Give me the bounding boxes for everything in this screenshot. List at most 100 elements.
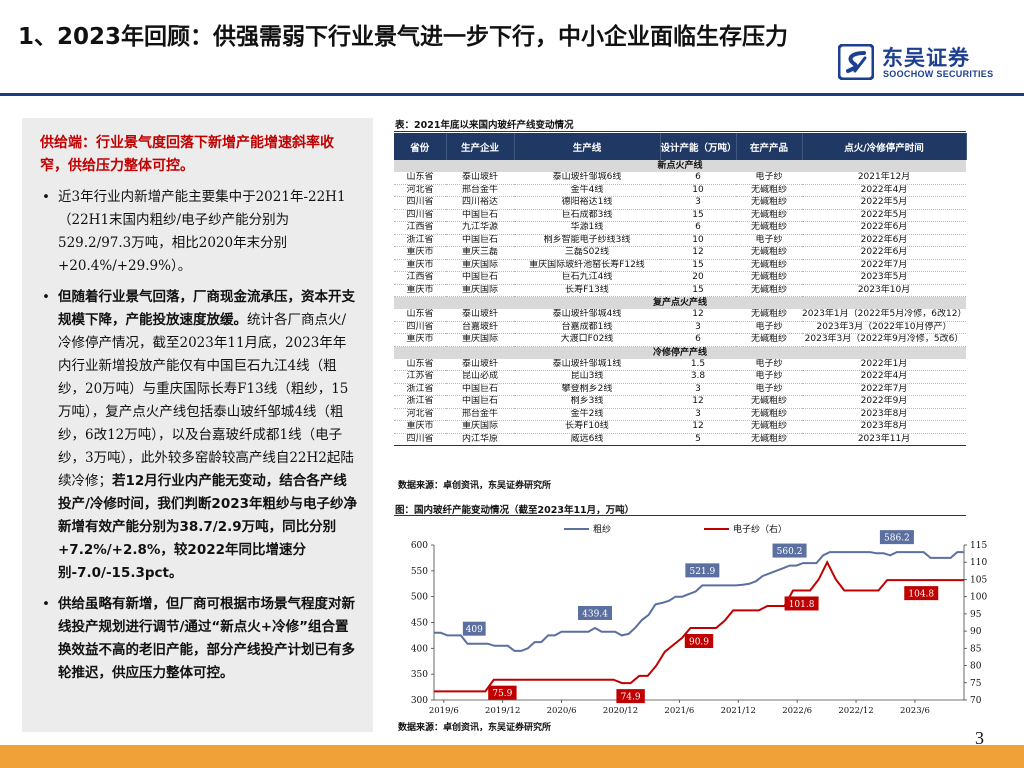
y-right-tick-label: 105	[970, 575, 987, 585]
table-row: 浙江省 中国巨石 桐乡智能电子纱线3线 10 电子纱 2022年6月	[394, 234, 966, 247]
table-source: 数据来源：卓创资讯，东吴证券研究所	[398, 481, 552, 491]
table-row: 山东省 泰山玻纤 泰山玻纤邹城4线 12 无碱粗纱 2023年1月（2022年5月冷修，6…	[394, 309, 966, 322]
col-header-capacity: 设计产能（万吨）	[660, 133, 737, 160]
table-cell: 长寿F13线	[514, 284, 660, 297]
table-cell: 无碱粗纱	[736, 433, 802, 446]
table-cell: 中国巨石	[446, 271, 514, 285]
y-right-tick-label: 85	[970, 644, 982, 654]
data-label-box	[685, 563, 720, 578]
table-cell: 四川省	[394, 209, 446, 222]
table-cell: 桐乡智能电子纱线3线	[514, 234, 660, 247]
y-left-tick-label: 300	[411, 696, 428, 706]
table-cell: 电子纱	[736, 383, 802, 396]
table-cell: 10	[660, 184, 736, 197]
table-cell: 6	[660, 172, 736, 185]
table-cell: 浙江省	[394, 383, 446, 396]
y-left-tick-label: 600	[411, 541, 428, 551]
data-label-box	[784, 596, 819, 611]
table-cell: 2023年8月	[802, 420, 966, 434]
y-left-tick-label: 450	[411, 619, 428, 629]
capacity-table: 省份 生产企业 生产线 设计产能（万吨） 在产产品 点火/冷修停产时间 新点火产…	[394, 133, 967, 446]
table-row: 重庆市 重庆国际 大渡口F02线 6 无碱粗纱 2023年3月（2022年9月冷修，5改6…	[394, 333, 966, 347]
table-cell: 四川省	[394, 433, 446, 446]
data-label-box	[488, 685, 517, 700]
table-cell: 12	[660, 420, 736, 434]
series-line-yarn	[434, 559, 964, 693]
table-cell: 台嘉玻纤	[446, 321, 514, 334]
table-cell: 九江华源	[446, 221, 514, 235]
table-cell: 华源1线	[514, 221, 660, 235]
table-cell: 5	[660, 433, 736, 446]
table-cell: 2023年8月	[802, 408, 966, 421]
col-header-product: 在产产品	[736, 133, 803, 160]
col-header-line: 生产线	[514, 133, 661, 160]
table-row: 浙江省 中国巨石 攀登桐乡2线 3 电子纱 2022年7月	[394, 383, 966, 396]
table-cell: 2023年11月	[802, 433, 966, 446]
table-cell: 巨石成都3线	[514, 209, 660, 222]
header-rule	[0, 93, 1024, 96]
table-row: 重庆市 重庆国际 长寿F13线 15 无碱粗纱 2023年10月	[394, 284, 966, 297]
y-right-tick-label: 110	[970, 558, 987, 568]
data-label-box	[879, 530, 914, 545]
table-cell: 重庆市	[394, 246, 446, 260]
table-cell: 2022年7月	[802, 259, 966, 272]
table-cell: 2023年5月	[802, 271, 966, 285]
x-tick-label: 2021/6	[664, 706, 694, 716]
bullet-item: 供给虽略有新增，但厂商可根据市场景气程度对新线投产规划进行调节/通过“新点火+冷…	[40, 593, 359, 685]
table-cell: 内江华原	[446, 433, 514, 446]
col-header-time: 点火/冷修停产时间	[802, 133, 967, 160]
bullet-bold: 但随着行业景气回落，厂商现金流承压，资本开支规模下降，产能投放速度放缓。	[58, 289, 355, 328]
table-cell: 15	[660, 284, 736, 297]
x-tick-label: 2021/12	[721, 706, 756, 716]
table-row: 河北省 邢台金牛 金牛4线 10 无碱粗纱 2022年4月	[394, 184, 966, 197]
table-cell: 无碱粗纱	[736, 209, 802, 222]
data-label: 75.9	[492, 689, 512, 699]
table-cell: 重庆市	[394, 333, 446, 347]
table-cell: 10	[660, 234, 736, 247]
y-right-tick-label: 80	[970, 662, 982, 672]
table-cell: 邢台金牛	[446, 408, 514, 421]
table-row: 重庆市 重庆国际 重庆国际玻纤池窑长寿F12线 15 无碱粗纱 2022年7月	[394, 259, 966, 272]
table-cell: 6	[660, 221, 736, 235]
table-cell: 2022年1月	[802, 358, 966, 371]
data-label: 409	[466, 625, 483, 635]
table-cell: 浙江省	[394, 395, 446, 409]
slide-title-wrap: 1、2023年回顾：供强需弱下行业景气进一步下行，中小企业面临生存压力	[18, 20, 818, 54]
table-cell: 3	[660, 408, 736, 421]
soochow-logo-icon	[838, 44, 874, 80]
table-cell: 无碱粗纱	[736, 284, 802, 297]
data-label: 104.8	[908, 590, 934, 600]
bullet-item: 近3年行业内新增产能主要集中于2021年-22H1（22H1末国内粗纱/电子纱产…	[40, 186, 359, 278]
table-cell: 无碱粗纱	[736, 309, 802, 322]
data-label: 586.2	[884, 534, 910, 544]
section-label: 新点火产线	[394, 160, 966, 172]
table-cell: 重庆国际玻纤池窑长寿F12线	[514, 259, 660, 272]
section-label: 复产点火产线	[394, 296, 966, 309]
legend-label-yarn: 电子纱（右）	[733, 523, 787, 535]
table-cell: 2021年12月	[802, 172, 966, 185]
data-label: 439.4	[582, 609, 608, 619]
table-cell: 德阳裕达1线	[514, 196, 660, 210]
chart-source: 数据来源：卓创资讯，东吴证券研究所	[398, 723, 552, 733]
series-line-roving	[434, 551, 964, 652]
table-caption: 表：2021年底以来国内玻纤产线变动情况	[395, 120, 574, 131]
table-row: 重庆市 重庆国际 长寿F10线 12 无碱粗纱 2023年8月	[394, 420, 966, 434]
table-body: 新点火产线 山东省 泰山玻纤 泰山玻纤邹城6线 6 电子纱 2021年12月 河北省 邢台金牛金…	[394, 160, 966, 446]
data-label-box	[578, 605, 613, 620]
table-cell: 长寿F10线	[514, 420, 660, 434]
table-cell: 重庆三磊	[446, 246, 514, 260]
col-header-province: 省份	[394, 133, 447, 160]
data-label: 90.9	[689, 638, 709, 648]
slide-title: 1、2023年回顾：供强需弱下行业景气进一步下行，中小企业面临生存压力	[18, 24, 789, 50]
table-cell: 中国巨石	[446, 395, 514, 409]
x-tick-label: 2022/6	[782, 706, 812, 716]
data-label-box	[684, 634, 714, 649]
data-label: 521.9	[689, 567, 715, 577]
y-left-tick-label: 550	[411, 567, 428, 577]
bullet-item: 但随着行业景气回落，厂商现金流承压，资本开支规模下降，产能投放速度放缓。统计各厂…	[40, 286, 359, 585]
capacity-chart: 300 350 400 450 500 550 600 70 75 80 85 90 95 100 105 1…	[411, 523, 988, 716]
table-cell: 昆山3线	[514, 370, 660, 384]
table-cell: 2022年7月	[802, 383, 966, 396]
table-row: 四川省 内江华原 威远6线 5 无碱粗纱 2023年11月	[394, 433, 966, 446]
table-cell: 电子纱	[736, 358, 802, 371]
